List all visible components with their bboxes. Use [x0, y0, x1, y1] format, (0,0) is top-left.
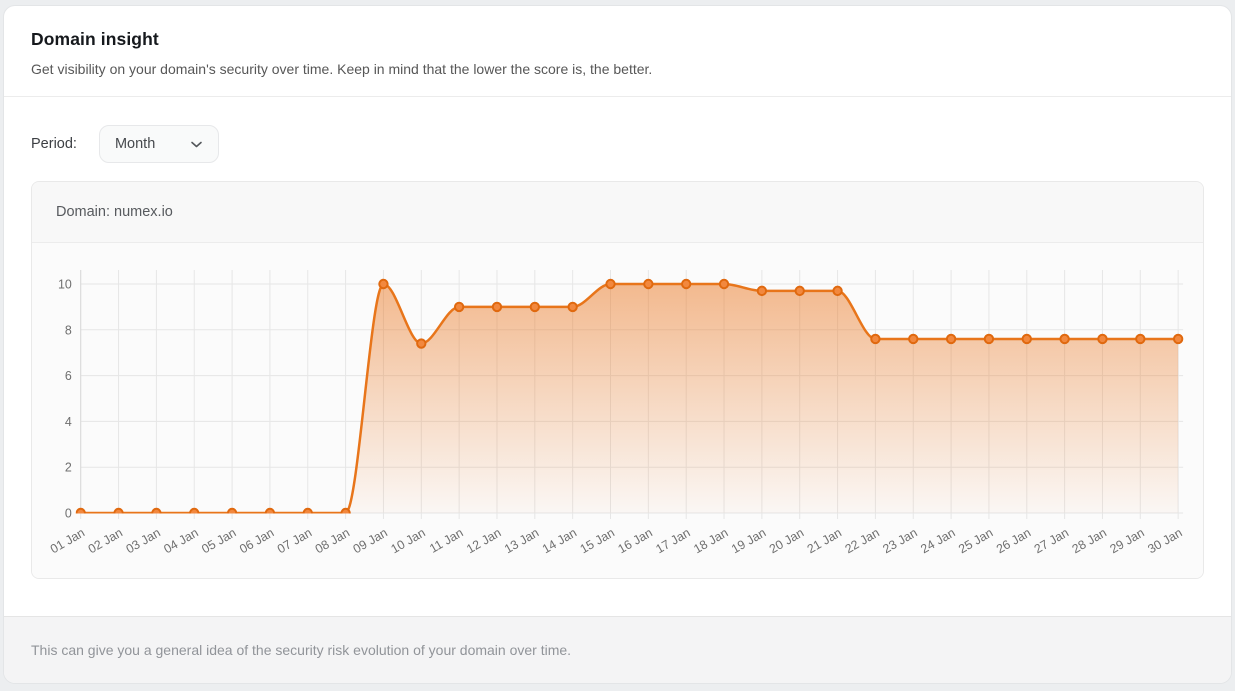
data-point-markers[interactable] — [75, 278, 1184, 517]
score-series — [79, 282, 1180, 514]
svg-text:29 Jan: 29 Jan — [1108, 525, 1147, 556]
period-label: Period: — [31, 136, 77, 152]
svg-text:20 Jan: 20 Jan — [767, 525, 806, 556]
svg-text:19 Jan: 19 Jan — [729, 525, 768, 556]
svg-text:0: 0 — [65, 506, 72, 520]
svg-text:08 Jan: 08 Jan — [313, 525, 352, 556]
page-subtitle: Get visibility on your domain's security… — [31, 61, 653, 77]
svg-text:30 Jan: 30 Jan — [1145, 525, 1184, 556]
svg-text:16 Jan: 16 Jan — [616, 525, 655, 556]
footer-note: This can give you a general idea of the … — [31, 642, 572, 658]
chart-card: Domain: numex.io 0 2 4 6 8 10 01 Jan 02 Jan 03 J… — [31, 181, 1204, 579]
svg-text:04 Jan: 04 Jan — [161, 525, 200, 556]
svg-text:02 Jan: 02 Jan — [86, 525, 125, 556]
svg-text:10 Jan: 10 Jan — [388, 525, 427, 556]
svg-text:27 Jan: 27 Jan — [1032, 525, 1071, 556]
svg-text:01 Jan: 01 Jan — [48, 525, 87, 556]
svg-text:14 Jan: 14 Jan — [540, 525, 579, 556]
y-axis-labels: 0 2 4 6 8 10 — [58, 277, 72, 520]
chart-body: 0 2 4 6 8 10 01 Jan 02 Jan 03 Jan 04 Jan 05 Jan 06 … — [32, 243, 1203, 578]
svg-text:28 Jan: 28 Jan — [1070, 525, 1109, 556]
period-dropdown[interactable]: Month — [98, 125, 219, 163]
svg-text:05 Jan: 05 Jan — [199, 525, 238, 556]
chevron-down-icon — [190, 140, 203, 149]
svg-text:15 Jan: 15 Jan — [578, 525, 617, 556]
footer-note-bar: This can give you a general idea of the … — [4, 616, 1231, 683]
svg-text:24 Jan: 24 Jan — [918, 525, 957, 556]
chart-card-header: Domain: numex.io — [32, 182, 1203, 243]
svg-text:13 Jan: 13 Jan — [502, 525, 541, 556]
insight-body: Period: Month Domain: numex.io 0 2 4 6 8 10 01… — [4, 97, 1231, 616]
svg-text:2: 2 — [65, 461, 72, 475]
svg-text:10: 10 — [58, 277, 72, 291]
svg-text:22 Jan: 22 Jan — [843, 525, 882, 556]
svg-text:06 Jan: 06 Jan — [237, 525, 276, 556]
svg-text:07 Jan: 07 Jan — [275, 525, 314, 556]
svg-text:17 Jan: 17 Jan — [653, 525, 692, 556]
svg-text:21 Jan: 21 Jan — [805, 525, 844, 556]
svg-text:03 Jan: 03 Jan — [124, 525, 163, 556]
svg-text:26 Jan: 26 Jan — [994, 525, 1033, 556]
page-title: Domain insight — [31, 29, 159, 49]
svg-text:8: 8 — [65, 323, 72, 337]
svg-text:6: 6 — [65, 369, 72, 383]
svg-text:4: 4 — [65, 415, 72, 429]
chart-domain-label: Domain: numex.io — [56, 204, 173, 220]
svg-text:09 Jan: 09 Jan — [351, 525, 390, 556]
svg-text:23 Jan: 23 Jan — [880, 525, 919, 556]
svg-text:25 Jan: 25 Jan — [956, 525, 995, 556]
svg-text:18 Jan: 18 Jan — [691, 525, 730, 556]
insight-header: Domain insight Get visibility on your do… — [4, 6, 1231, 97]
svg-text:12 Jan: 12 Jan — [464, 525, 503, 556]
svg-text:11 Jan: 11 Jan — [427, 525, 466, 555]
period-value: Month — [114, 136, 156, 152]
domain-insight-card: Domain insight Get visibility on your do… — [3, 5, 1232, 684]
controls-row: Period: Month — [31, 125, 1204, 163]
